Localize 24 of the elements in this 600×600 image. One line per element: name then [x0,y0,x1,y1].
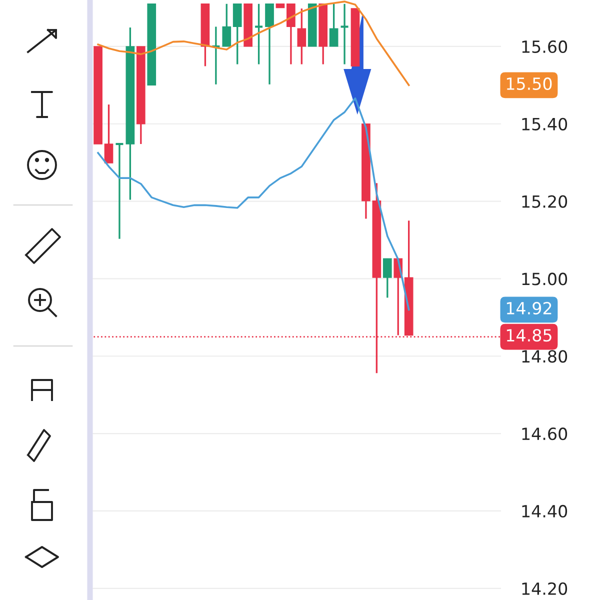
y-tick-label: 14.20 [522,582,568,595]
candlestick [114,142,124,240]
y-tick-label: 15.60 [522,40,568,54]
candlestick [340,3,350,66]
y-tick-label: 15.20 [522,195,568,208]
text: 15.50 [506,77,552,90]
y-tick-label: 14.60 [522,428,568,440]
candlestick [382,258,392,299]
candlestick [222,3,232,48]
y-tick-label: 15.00 [522,272,568,286]
line-series [97,0,410,86]
candlestick [254,3,264,66]
candlestick [232,3,242,66]
candlestick [104,104,114,164]
candlestick [265,3,274,86]
candlestick [286,3,296,66]
y-tick-label: 14.40 [522,504,568,518]
y-tick-label: 15.40 [522,118,568,130]
candlestick [297,8,306,66]
y-tick-label: 14.80 [522,350,568,363]
text: 14.92 [506,302,552,315]
ref-line-label: 14.85 [506,329,552,342]
line-series [97,97,410,311]
candlestick [329,3,338,48]
